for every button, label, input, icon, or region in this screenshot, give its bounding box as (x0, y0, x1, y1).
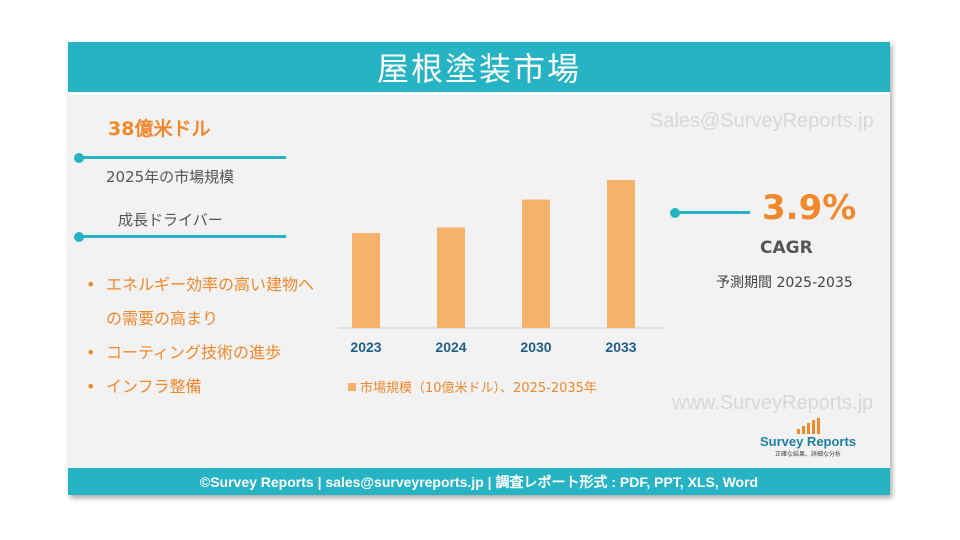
drivers-list: エネルギー効率の高い建物への需要の高まり コーティング技術の進歩 インフラ整備 (86, 268, 316, 404)
footer-bar: ©Survey Reports | sales@surveyreports.jp… (68, 468, 890, 495)
logo-bars-icon (748, 418, 868, 434)
x-tick-label: 2030 (520, 339, 551, 355)
watermark-email: Sales@SurveyReports.jp (650, 110, 874, 132)
market-size-label: 2025年の市場規模 (106, 168, 235, 186)
forecast-period: 予測期間 2025-2035 (716, 275, 853, 291)
bar-2030 (522, 199, 550, 328)
legend-label: 市場規模（10億米ドル）、2025-2035年 (360, 381, 597, 396)
market-size-value: 38億米ドル (108, 118, 211, 140)
logo-tagline: 正確な結果、詳細な分析 (774, 451, 841, 458)
driver-item: インフラ整備 (86, 370, 316, 404)
drivers-divider (78, 235, 286, 238)
logo-name: Survey Reports (759, 434, 857, 449)
infographic-card: 屋根塗装市場 38億米ドル 2025年の市場規模 成長ドライバー エネルギー効率… (68, 42, 890, 495)
page-title: 屋根塗装市場 (68, 42, 890, 95)
cagr-line (674, 211, 750, 214)
driver-item: エネルギー効率の高い建物への需要の高まり (86, 268, 316, 336)
legend-swatch (348, 382, 356, 391)
survey-reports-logo: Survey Reports 正確な結果、詳細な分析 (748, 418, 868, 458)
bar-2024 (437, 227, 465, 328)
watermark-url: www.SurveyReports.jp (672, 392, 874, 414)
drivers-title: 成長ドライバー (118, 211, 223, 229)
chart-legend: 市場規模（10億米ドル）、2025-2035年 (348, 377, 597, 396)
x-tick-label: 2024 (435, 339, 466, 355)
market-divider (78, 156, 286, 159)
bar-chart: 2023 2024 2030 2033 (338, 180, 664, 355)
driver-item: コーティング技術の進歩 (86, 336, 316, 370)
cagr-label: CAGR (760, 238, 813, 258)
x-tick-label: 2023 (350, 339, 381, 355)
bar-2033 (607, 180, 635, 328)
bar-2023 (352, 233, 380, 328)
x-tick-label: 2033 (605, 339, 636, 355)
cagr-value: 3.9% (762, 188, 857, 228)
